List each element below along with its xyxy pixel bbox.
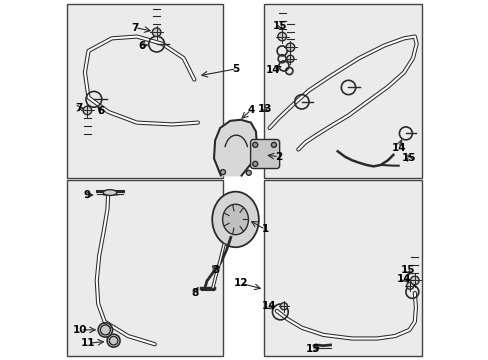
Bar (264, 4, 421, 178)
Ellipse shape (103, 190, 117, 195)
Text: 15: 15 (305, 343, 319, 354)
Text: 7: 7 (75, 103, 82, 113)
Bar (264, 180, 421, 356)
Text: 15: 15 (400, 265, 414, 275)
Circle shape (252, 161, 257, 166)
FancyBboxPatch shape (250, 139, 279, 168)
Polygon shape (214, 120, 257, 176)
Text: 2: 2 (275, 152, 282, 162)
Text: 5: 5 (232, 64, 240, 74)
Text: 3: 3 (212, 265, 219, 275)
Circle shape (277, 32, 286, 41)
Bar (67, 180, 223, 356)
Circle shape (109, 336, 118, 345)
Circle shape (286, 55, 293, 62)
Circle shape (252, 142, 257, 147)
Text: 14: 14 (265, 64, 280, 75)
Circle shape (285, 43, 294, 51)
Circle shape (406, 282, 413, 289)
Text: 8: 8 (191, 288, 198, 298)
Text: 11: 11 (81, 338, 96, 348)
Circle shape (280, 303, 287, 310)
Text: 9: 9 (84, 190, 91, 200)
Circle shape (246, 170, 251, 175)
Text: 10: 10 (73, 325, 87, 335)
Text: 4: 4 (247, 105, 254, 115)
Text: 6: 6 (97, 106, 104, 116)
Circle shape (100, 325, 110, 335)
Bar (67, 4, 223, 178)
Circle shape (83, 106, 92, 115)
Circle shape (271, 142, 276, 147)
Text: 6: 6 (139, 41, 145, 50)
Text: 14: 14 (390, 143, 405, 153)
Circle shape (410, 276, 418, 285)
Text: 14: 14 (396, 274, 410, 284)
Ellipse shape (222, 204, 248, 235)
Text: 1: 1 (261, 225, 268, 234)
Text: 12: 12 (233, 278, 247, 288)
Text: 15: 15 (273, 21, 287, 31)
Circle shape (152, 28, 161, 37)
Text: 7: 7 (131, 23, 139, 33)
Ellipse shape (212, 192, 258, 247)
Text: 14: 14 (261, 301, 276, 311)
Text: 13: 13 (258, 104, 272, 114)
Circle shape (220, 170, 225, 175)
Text: 15: 15 (402, 153, 416, 163)
